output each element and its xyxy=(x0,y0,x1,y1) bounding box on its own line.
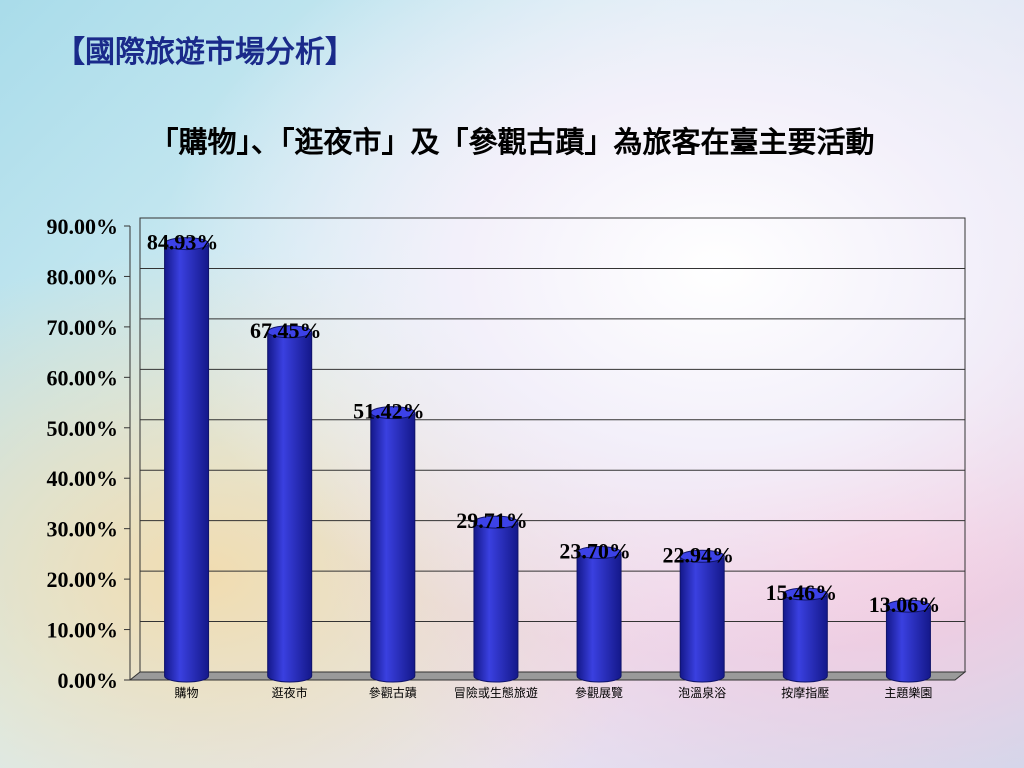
bar xyxy=(782,593,828,683)
x-tick-label: 泡溫泉浴 xyxy=(678,686,727,700)
y-tick-label: 60.00% xyxy=(47,365,119,390)
bar xyxy=(267,331,313,683)
bar-top xyxy=(164,237,210,251)
y-tick-label: 20.00% xyxy=(47,567,119,592)
bar-top xyxy=(370,406,416,420)
bar xyxy=(679,555,725,683)
bar-top xyxy=(576,545,622,559)
y-tick-label: 70.00% xyxy=(47,315,119,340)
x-tick-label: 逛夜市 xyxy=(271,686,308,700)
bar xyxy=(164,243,210,683)
value-label: 23.70% xyxy=(559,538,631,563)
bar-top xyxy=(679,549,725,563)
bar-top xyxy=(885,599,931,613)
y-tick-label: 90.00% xyxy=(47,214,119,239)
value-label: 51.42% xyxy=(353,399,425,424)
value-label: 13.06% xyxy=(869,592,941,617)
y-tick-label: 40.00% xyxy=(47,466,119,491)
title: 【國際旅遊市場分析】 xyxy=(55,35,355,69)
floor xyxy=(128,671,967,681)
y-tick-label: 10.00% xyxy=(47,618,119,643)
value-label: 67.45% xyxy=(250,318,322,343)
bar-top xyxy=(782,587,828,601)
y-tick-label: 50.00% xyxy=(47,416,119,441)
x-tick-label: 主題樂園 xyxy=(884,686,933,700)
bar xyxy=(885,605,931,683)
bar xyxy=(370,412,416,683)
bar xyxy=(473,521,519,683)
subtitle: 「購物」、「逛夜市」及「參觀古蹟」為旅客在臺主要活動 xyxy=(149,125,874,159)
value-label: 84.93% xyxy=(147,230,219,255)
x-tick-label: 參觀古蹟 xyxy=(368,686,417,700)
y-tick-label: 30.00% xyxy=(47,517,119,542)
value-label: 29.71% xyxy=(456,508,528,533)
x-tick-label: 按摩指壓 xyxy=(781,686,830,700)
x-tick-label: 參觀展覽 xyxy=(575,686,624,700)
value-label: 15.46% xyxy=(766,580,838,605)
x-tick-label: 購物 xyxy=(174,686,199,700)
y-tick-label: 80.00% xyxy=(47,264,119,289)
y-tick-label: 0.00% xyxy=(58,668,119,693)
x-tick-label: 冒險或生態旅遊 xyxy=(453,686,538,700)
value-label: 22.94% xyxy=(662,542,734,567)
bar xyxy=(576,551,622,683)
bar-top xyxy=(473,515,519,529)
plot-wall xyxy=(139,217,966,673)
bar-top xyxy=(267,325,313,339)
